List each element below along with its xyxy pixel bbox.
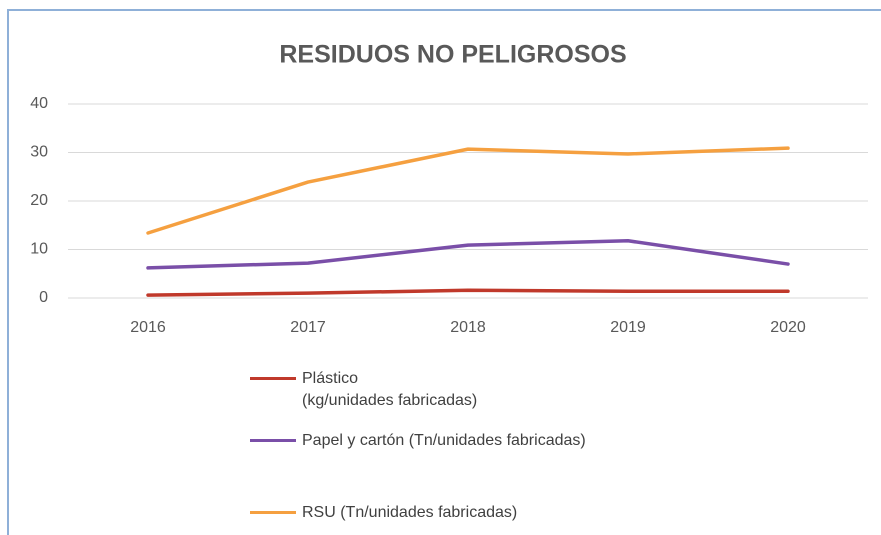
legend-swatch (250, 439, 296, 442)
legend-item: Papel y cartón (Tn/unidades fabricadas) (250, 430, 586, 452)
legend-label: Plástico (kg/unidades fabricadas) (302, 370, 478, 409)
x-tick-label: 2018 (450, 319, 486, 336)
legend-swatch (250, 377, 296, 380)
x-tick-label: 2020 (770, 319, 806, 336)
legend-item: Plástico (kg/unidades fabricadas) (250, 368, 477, 412)
series-line (146, 146, 790, 235)
chart-title: RESIDUOS NO PELIGROSOS (279, 41, 626, 69)
y-tick-label: 0 (39, 289, 48, 306)
y-tick-label: 30 (30, 144, 48, 161)
legend-label: RSU (Tn/unidades fabricadas) (302, 504, 518, 521)
y-tick-label: 10 (30, 241, 48, 258)
legend-swatch (250, 511, 296, 514)
x-tick-label: 2016 (130, 319, 166, 336)
frame (7, 9, 881, 535)
legend-label: Papel y cartón (Tn/unidades fabricadas) (302, 432, 586, 449)
x-tick-label: 2019 (610, 319, 646, 336)
series-line (146, 239, 790, 270)
series-line (146, 288, 790, 297)
y-tick-label: 40 (30, 95, 48, 112)
legend-item: RSU (Tn/unidades fabricadas) (250, 502, 517, 524)
y-tick-label: 20 (30, 192, 48, 209)
x-tick-label: 2017 (290, 319, 326, 336)
